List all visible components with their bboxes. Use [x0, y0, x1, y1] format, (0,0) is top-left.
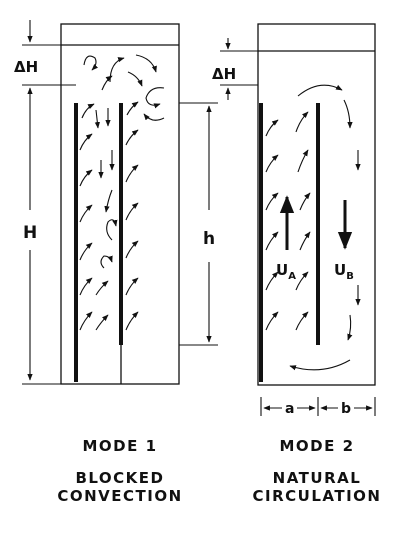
flow-arrow [265, 192, 279, 211]
mode2-dimensions [220, 38, 376, 416]
flow-arrow [81, 103, 95, 119]
mode1-dimensions [22, 20, 218, 385]
mode1-height-label: H [23, 223, 37, 243]
mode1-caption-line2: CONVECTION [57, 487, 183, 505]
mode2-caption: MODE 2 NATURAL CIRCULATION [232, 437, 402, 505]
flow-arrow [295, 111, 309, 133]
flow-arrow [79, 311, 93, 331]
mode2-vessel [257, 23, 376, 386]
mode2-flow-arrows [265, 84, 361, 371]
mode2-delta-h-label: ΔH [212, 65, 236, 83]
flow-arrow [265, 271, 279, 291]
flow-arrow [299, 231, 311, 251]
flow-arrow [125, 202, 139, 221]
flow-arrow [125, 240, 139, 259]
flow-arrow [79, 277, 93, 296]
flow-arrow [265, 154, 279, 173]
flow-arrow [125, 311, 139, 331]
mode2-caption-title: MODE 2 [279, 437, 355, 455]
mode1-caption-title: MODE 1 [82, 437, 158, 455]
circulation-arc-bottom [289, 359, 351, 371]
flow-arrow [297, 149, 309, 173]
width-a-label: a [285, 401, 294, 417]
flow-arrow [104, 189, 113, 213]
flow-arrow [295, 311, 309, 331]
flow-arrow [79, 133, 93, 151]
flow-arrow [95, 280, 109, 296]
flow-arrow [125, 164, 139, 183]
eddy-arrow [135, 54, 157, 73]
mode1-caption-line1: BLOCKED [75, 469, 165, 487]
velocity-ub: UB [334, 200, 354, 282]
mode2-caption-line1: NATURAL [272, 469, 362, 487]
downflow-arrow [347, 314, 353, 341]
eddy-arrow [143, 113, 165, 121]
width-b-label: b [341, 401, 351, 417]
flow-arrow [265, 119, 279, 137]
mode1-vessel [60, 23, 180, 385]
flow-arrow [79, 204, 93, 223]
flow-arrow [125, 129, 139, 146]
eddy-arrow [106, 219, 118, 241]
flow-arrow [265, 231, 279, 251]
flow-arrow [126, 101, 139, 116]
ub-label: UB [334, 261, 354, 282]
eddy-arrow [101, 75, 113, 91]
eddy-arrow [145, 87, 165, 109]
eddy-arrow [109, 57, 125, 83]
circulation-arc-top [297, 84, 343, 97]
mode2-caption-line2: CIRCULATION [252, 487, 382, 505]
mode1-figure [60, 23, 180, 385]
mode1-delta-h-label: ΔH [14, 58, 38, 76]
eddy-arrow [100, 255, 113, 269]
ua-label: UA [276, 261, 296, 282]
flow-arrow [299, 192, 311, 211]
flow-arrow [79, 242, 93, 261]
flow-arrow [265, 311, 279, 331]
flow-arrow [295, 271, 309, 291]
mode2-figure [257, 23, 376, 386]
eddy-arrow [83, 55, 99, 71]
eddy-arrow [127, 71, 143, 87]
flow-arrow [79, 169, 93, 187]
mode1-flow-arrows [79, 54, 165, 331]
downflow-arrow [343, 99, 353, 129]
flow-arrow [94, 109, 100, 129]
velocity-ua: UA [276, 195, 296, 282]
flow-arrow [95, 314, 109, 331]
small-height-label: h [203, 229, 215, 249]
mode1-caption: MODE 1 BLOCKED CONVECTION [40, 437, 200, 505]
flow-arrow [125, 277, 139, 296]
